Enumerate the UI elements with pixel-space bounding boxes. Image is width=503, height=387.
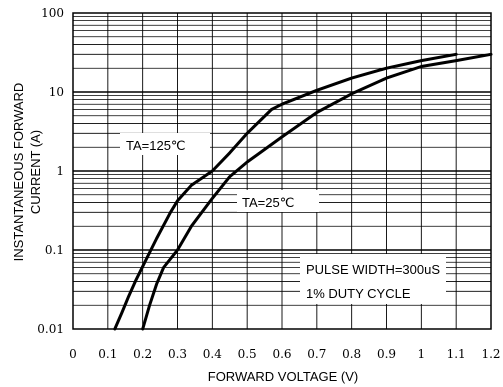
y-tick-label: 100	[41, 6, 64, 20]
x-tick-label: 0.3	[168, 347, 187, 361]
y-axis-title-line2: CURRENT (A)	[28, 130, 43, 214]
x-tick-label: 1.1	[447, 347, 466, 361]
y-tick-labels: 0.01 0.1 1 10 100	[37, 6, 64, 336]
y-tick-label: 10	[49, 85, 64, 99]
plot-frame	[72, 12, 492, 330]
x-axis-title: FORWARD VOLTAGE (V)	[208, 369, 358, 384]
x-tick-label: 0.2	[133, 347, 152, 361]
x-tick-label: 0.9	[377, 347, 396, 361]
x-tick-label: 0.6	[272, 347, 291, 361]
x-tick-label: 0.5	[238, 347, 257, 361]
curves	[113, 52, 493, 331]
x-tick-label: 1	[418, 347, 426, 361]
note-background	[300, 254, 446, 304]
label-ta-125: TA=125℃	[126, 138, 186, 153]
x-tick-label: 1.2	[481, 347, 500, 361]
note-pulse-width: PULSE WIDTH=300uS	[306, 262, 440, 277]
x-tick-labels: 0 0.1 0.2 0.3 0.4 0.5 0.6 0.7 0.8 0.9 1 1.1 1.2	[69, 347, 500, 361]
x-tick-label: 0.7	[307, 347, 326, 361]
label-ta-25: TA=25℃	[242, 195, 294, 210]
y-tick-label: 0.1	[45, 243, 64, 257]
y-tick-label: 0.01	[37, 322, 64, 336]
curve-ta-125	[113, 52, 458, 331]
x-tick-label: 0.8	[342, 347, 361, 361]
label-25-background	[237, 190, 319, 212]
x-tick-label: 0.1	[98, 347, 117, 361]
x-tick-label: 0	[69, 347, 77, 361]
y-tick-label: 1	[56, 164, 64, 178]
curve-ta-25	[141, 52, 493, 331]
note-duty-cycle: 1% DUTY CYCLE	[306, 286, 411, 301]
label-125-background	[120, 133, 210, 155]
y-axis-title-line1: INSTANTANEOUS FORWARD	[11, 83, 26, 262]
x-tick-label: 0.4	[203, 347, 222, 361]
